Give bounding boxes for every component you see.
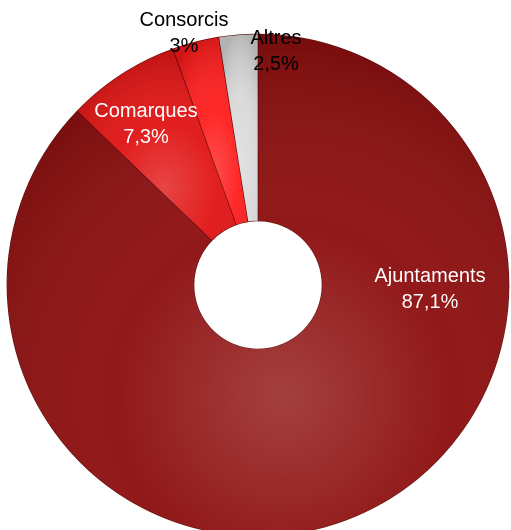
slice-value-ajuntaments: 87,1%: [402, 291, 459, 313]
slice-label-ajuntaments: Ajuntaments 87,1%: [374, 265, 485, 313]
slice-name-comarques: Comarques: [94, 100, 197, 122]
donut-labels: Ajuntaments 87,1% Comarques 7,3% Consorcis 3%…: [94, 9, 485, 313]
slice-name-ajuntaments: Ajuntaments: [374, 265, 485, 287]
slice-value-comarques: 7,3%: [123, 126, 169, 148]
slice-shading-comarques: [77, 48, 237, 241]
slice-label-altres: Altres 2,5%: [250, 27, 301, 75]
slice-shading-ajuntaments: [7, 34, 509, 530]
donut-slices: [6, 33, 510, 530]
slice-label-consorcis: Consorcis 3%: [140, 9, 229, 57]
slice-name-consorcis: Consorcis: [140, 9, 229, 31]
slice-name-altres: Altres: [250, 27, 301, 49]
slice-value-consorcis: 3%: [170, 35, 199, 57]
slice-label-comarques: Comarques 7,3%: [94, 100, 197, 148]
slice-value-altres: 2,5%: [253, 53, 299, 75]
slice-shading-altres: [218, 34, 258, 222]
slice-shading-consorcis: [172, 37, 248, 225]
